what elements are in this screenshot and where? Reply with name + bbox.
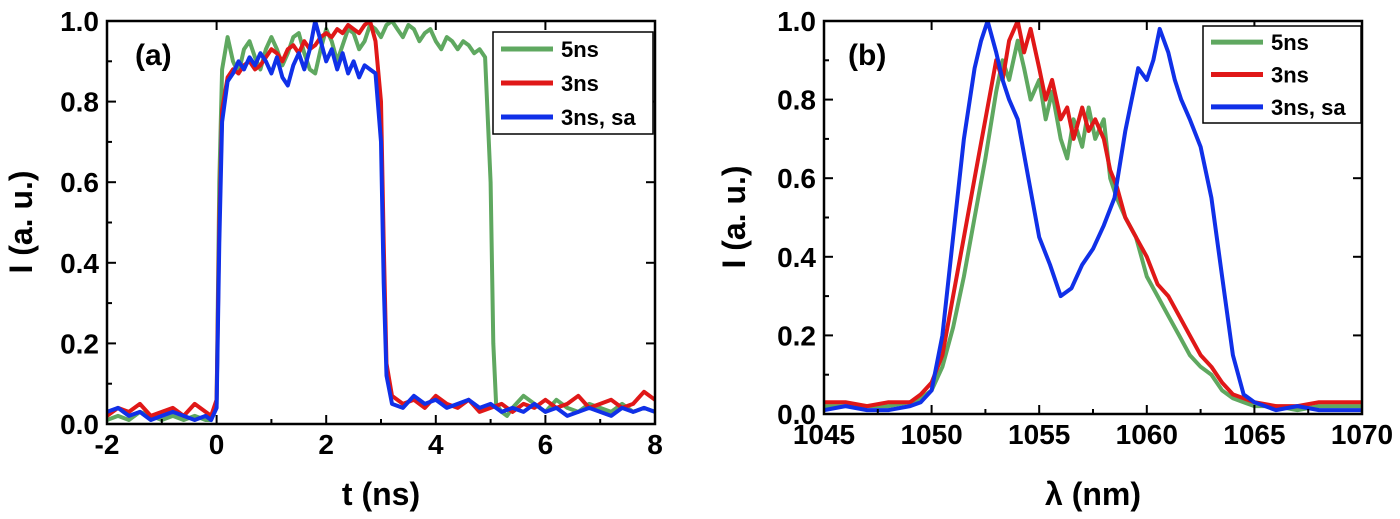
panel-a-xtick-label: 6 (538, 429, 554, 460)
panel-a-ytick-label: 0.0 (60, 409, 99, 440)
panel-b-ytick-label: 0.4 (777, 242, 816, 273)
panel-b-xtick-label: 1045 (793, 419, 855, 450)
panel-a-legend-label: 5ns (561, 37, 599, 62)
panel-b-ytick-label: 1.0 (777, 6, 816, 37)
panel-b-xtick-label: 1065 (1223, 419, 1285, 450)
panel-b-ytick-label: 0.6 (777, 163, 816, 194)
panel-a-xlabel: t (ns) (342, 476, 420, 512)
panel-b-legend-label: 3ns, sa (1271, 95, 1346, 120)
panel-a-ticks: -2 0 2 4 6 8 0.0 0.2 0.4 0.6 0.8 1.0 (60, 6, 663, 460)
panel-a-ytick-label: 0.4 (60, 248, 99, 279)
panel-b-xtick-label: 1060 (1116, 419, 1178, 450)
panel-a-xtick-label: 0 (209, 429, 225, 460)
panel-b-ticks: 1045 1050 1055 1060 1065 1070 0.0 0.2 0.4 0.6 0.8 1… (777, 6, 1393, 450)
panel-a-xtick-label: 2 (318, 429, 334, 460)
panel-a-plot-area (107, 21, 655, 422)
panel-b-xtick-label: 1070 (1331, 419, 1393, 450)
panel-a-xtick-label: 8 (647, 429, 663, 460)
panel-b: (b) λ (nm) I (a. u.) 1045 1050 1055 1060 106… (716, 6, 1393, 512)
panel-b-legend-label: 5ns (1271, 30, 1309, 55)
panel-a-xtick-label: 4 (428, 429, 444, 460)
panel-b-ylabel: I (a. u.) (716, 165, 752, 268)
panel-a-ytick-label: 0.2 (60, 328, 99, 359)
panel-a-xtick-label: -2 (95, 429, 120, 460)
panel-a-ytick-label: 0.6 (60, 167, 99, 198)
panel-a: (a) t (ns) I (a. u.) -2 0 2 4 6 8 0.0 0.2 0.4 0.6… (3, 6, 663, 512)
panel-a-legend: 5ns 3ns 3ns, sa (492, 31, 654, 135)
panel-a-legend-label: 3ns, sa (561, 105, 636, 130)
panel-b-xtick-label: 1050 (900, 419, 962, 450)
panel-b-label: (b) (848, 39, 886, 72)
panel-a-series-2-line (107, 21, 655, 422)
panel-b-xlabel: λ (nm) (1045, 476, 1141, 512)
panel-a-ytick-label: 1.0 (60, 6, 99, 37)
panel-b-legend: 5ns 3ns 3ns, sa (1202, 25, 1362, 124)
panel-b-series-0-line (824, 38, 1362, 413)
panel-b-ytick-label: 0.8 (777, 85, 816, 116)
panel-b-series-2-line (824, 21, 1362, 413)
panel-b-series-1-line (824, 21, 1362, 409)
panel-a-ylabel: I (a. u.) (3, 170, 39, 273)
panel-b-xtick-label: 1055 (1008, 419, 1070, 450)
panel-b-ytick-label: 0.0 (777, 399, 816, 430)
panel-b-plot-area (824, 21, 1362, 413)
panel-b-legend-label: 3ns (1271, 63, 1309, 88)
panel-a-ytick-label: 0.8 (60, 87, 99, 118)
panel-b-ytick-label: 0.2 (777, 320, 816, 351)
panel-a-label: (a) (135, 39, 172, 72)
panel-a-legend-label: 3ns (561, 71, 599, 96)
